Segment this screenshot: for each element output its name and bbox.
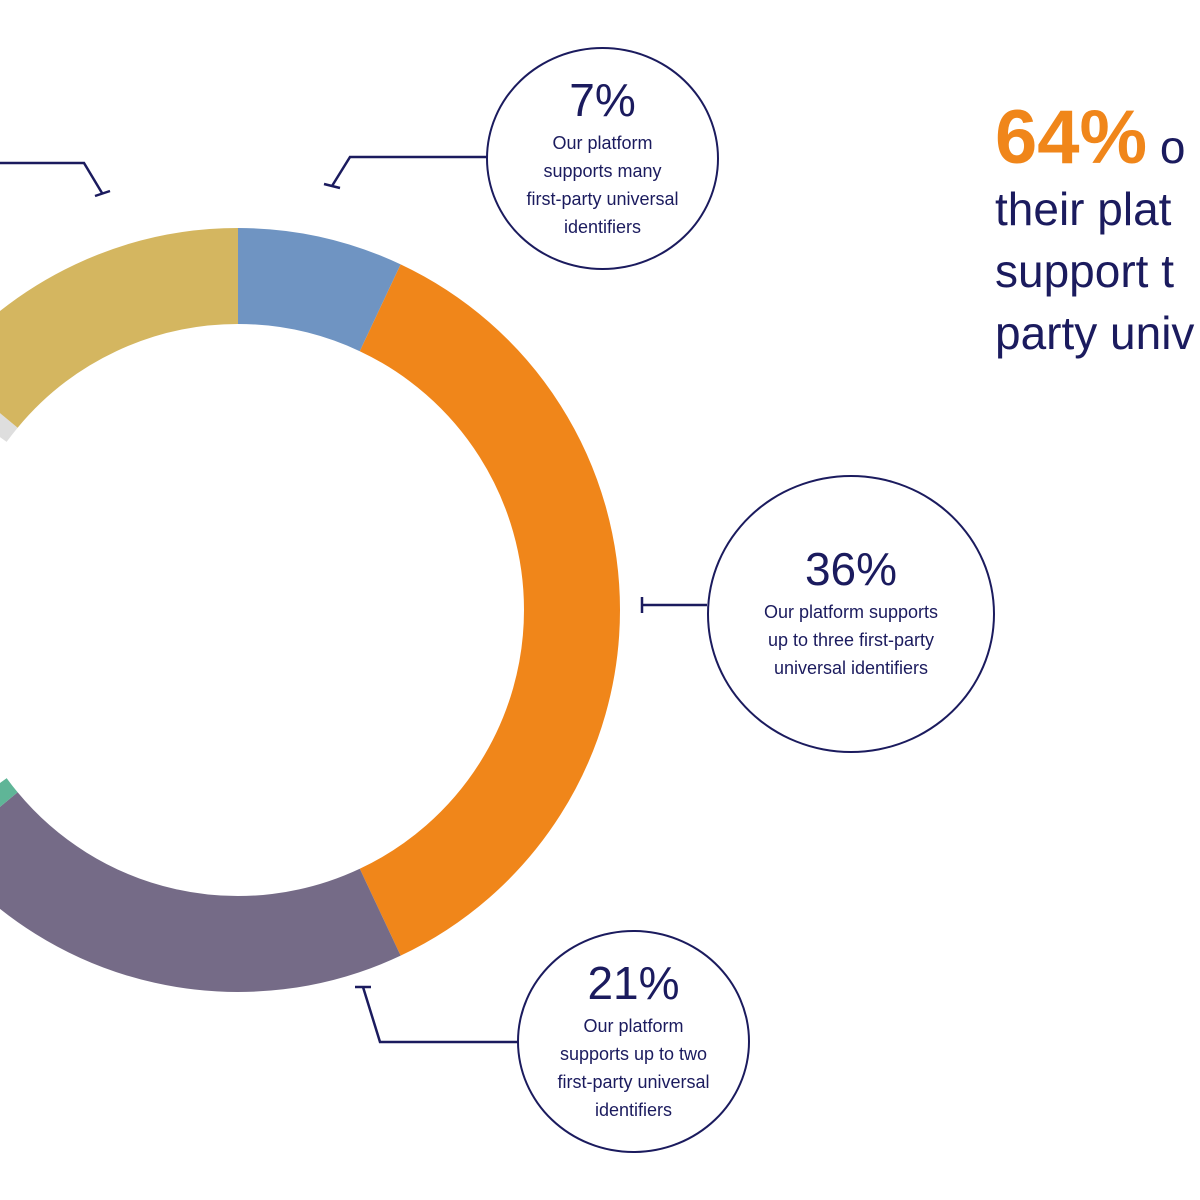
connector-line-7	[330, 155, 487, 187]
callout-many-line: identifiers	[563, 216, 642, 237]
headline: 64% o their plat support t party univ	[995, 100, 1200, 364]
headline-line-3: support t	[995, 245, 1174, 297]
callout-three: 36% Our platform supports up to three fi…	[707, 475, 995, 753]
callout-many-line: Our platform	[552, 132, 653, 153]
callout-three-percent: 36%	[804, 543, 898, 595]
headline-line-1-rest: o	[1147, 121, 1186, 173]
callout-two-label: Our platform supports up to two first-pa…	[534, 1012, 734, 1124]
callout-many-percent: 7%	[569, 73, 636, 126]
callout-two-percent: 21%	[587, 956, 680, 1009]
callout-many: 7% Our platform supports many first-part…	[486, 47, 719, 270]
callout-two-line: supports up to two	[559, 1043, 708, 1064]
headline-highlight: 64%	[995, 95, 1148, 180]
callout-three-label: Our platform supports up to three first-…	[739, 598, 964, 682]
callout-two: 21% Our platform supports up to two firs…	[517, 930, 750, 1153]
callout-three-line: up to three first-party	[767, 630, 935, 650]
headline-line-1: 64% o	[995, 100, 1200, 178]
callout-two-line: first-party universal	[557, 1071, 710, 1092]
callout-many-line: supports many	[543, 160, 662, 181]
donut-slice-6	[0, 228, 239, 429]
callout-two-line: Our platform	[583, 1015, 684, 1036]
connector-tick-7	[323, 182, 341, 190]
callout-three-line: Our platform supports	[763, 602, 939, 622]
headline-line-2: their plat	[995, 183, 1172, 235]
donut-slice-2	[0, 791, 401, 992]
connector-line-left	[0, 161, 104, 194]
headline-line-4: party univ	[995, 307, 1195, 359]
callout-three-line: universal identifiers	[773, 658, 929, 678]
connector-tick-left	[94, 189, 111, 198]
callout-two-line: identifiers	[594, 1099, 673, 1120]
donut-slice-0	[237, 228, 401, 352]
connector-line-21	[361, 986, 519, 1044]
callout-many-label: Our platform supports many first-party u…	[503, 129, 703, 241]
callout-many-line: first-party universal	[526, 188, 679, 209]
donut-slice-1	[359, 264, 620, 956]
